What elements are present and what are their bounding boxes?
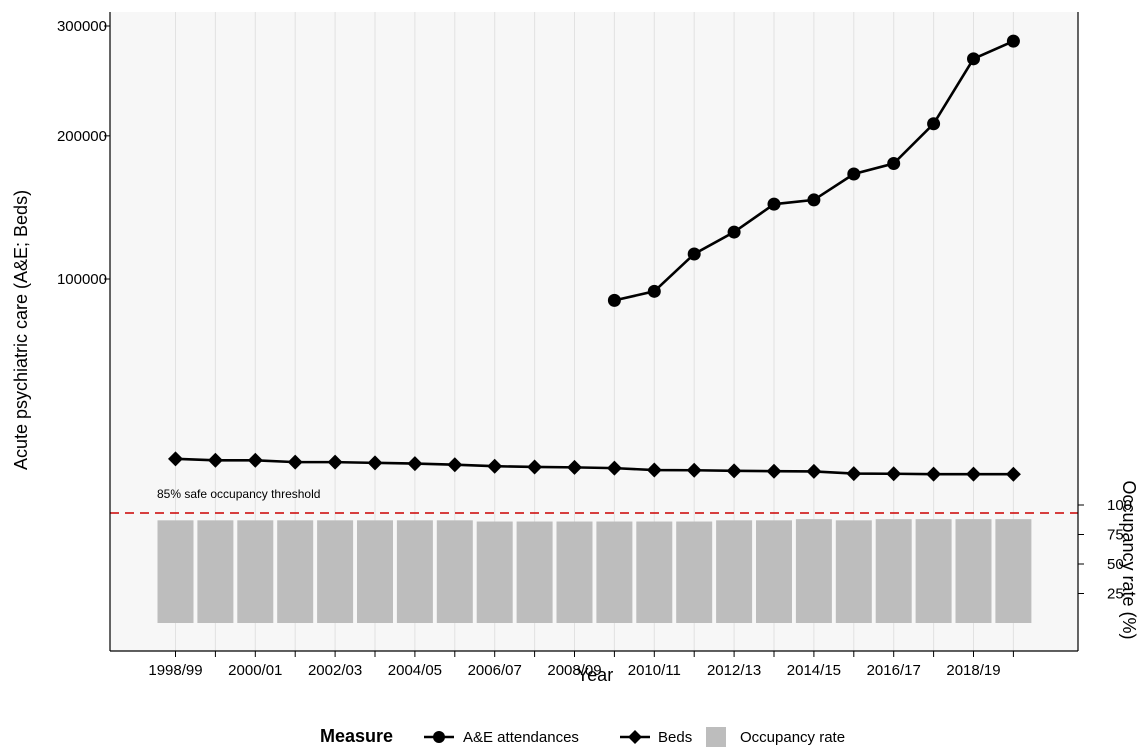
x-tick-label: 2016/17 <box>867 662 921 679</box>
occupancy-bar <box>556 521 593 623</box>
y-axis-title: Acute psychiatric care (A&E; Beds) <box>11 190 31 470</box>
beds-point <box>686 462 702 478</box>
beds-point <box>567 459 582 475</box>
occupancy-bar <box>277 520 314 623</box>
y-tick-label: 100000 <box>57 271 107 288</box>
occupancy-bar <box>197 520 234 623</box>
x-tick-label: 2004/05 <box>388 662 442 679</box>
occupancy-bar <box>716 520 753 623</box>
threshold-group: 85% safe occupancy threshold <box>110 487 1078 514</box>
ae-point <box>647 284 661 298</box>
beds-point <box>247 452 263 468</box>
ae-point <box>807 193 821 207</box>
occupancy-bar <box>516 521 553 623</box>
legend-label-beds: Beds <box>658 729 692 746</box>
beds-point <box>367 455 383 471</box>
ae-point <box>727 225 741 239</box>
ae-point <box>1006 34 1020 48</box>
occupancy-bar <box>157 520 194 623</box>
ae-point <box>767 197 781 211</box>
legend-swatch-occupancy <box>706 727 726 747</box>
beds-point <box>726 463 742 479</box>
x-tick-label: 2008/09 <box>547 662 601 679</box>
beds-point <box>926 466 942 482</box>
ae-point <box>967 52 980 66</box>
x-tick-label: 2014/15 <box>787 662 841 679</box>
beds-point <box>327 454 343 470</box>
tick-labels: 1998/99 2000/01 2002/03 2004/05 2006/07 2008/… <box>57 18 1132 679</box>
beds-point <box>487 458 503 474</box>
occupancy-bar <box>915 519 952 623</box>
beds-point <box>1005 466 1021 482</box>
ae-point <box>687 247 701 261</box>
occupancy-bar <box>357 520 393 623</box>
legend-marker-ae <box>433 731 445 743</box>
x-tick-label: 2018/19 <box>946 662 1000 679</box>
occupancy-bar <box>795 519 832 623</box>
occupancy-bar <box>756 520 792 623</box>
occupancy-bar <box>317 520 354 623</box>
y2-tick-label: 50 <box>1107 556 1124 573</box>
occupancy-bar <box>436 520 473 623</box>
occupancy-bar <box>875 519 912 623</box>
beds-point <box>168 451 183 467</box>
ae-point <box>847 167 861 181</box>
x-tick-label: 2012/13 <box>707 662 761 679</box>
beds-point <box>447 457 463 473</box>
beds-point <box>287 454 303 470</box>
legend: Measure A&E attendances Beds Occupancy rat… <box>320 726 845 747</box>
threshold-label: 85% safe occupancy threshold <box>157 487 320 501</box>
y-tick-label: 200000 <box>57 128 107 145</box>
legend-items: A&E attendances Beds Occupancy rate <box>424 727 845 747</box>
legend-label-occupancy: Occupancy rate <box>740 729 845 746</box>
x-tick-label: 2002/03 <box>308 662 362 679</box>
occupancy-bar <box>995 519 1032 623</box>
occupancy-bar <box>676 521 713 623</box>
x-tick-label: 2010/11 <box>628 662 681 679</box>
series-points <box>168 34 1021 482</box>
occupancy-bar <box>636 521 673 623</box>
y-tick-label: 300000 <box>57 18 107 35</box>
occupancy-bar <box>396 520 433 623</box>
beds-point <box>527 459 543 475</box>
x-axis-title: Year <box>577 665 613 685</box>
beds-point <box>886 466 902 482</box>
x-tick-label: 1998/99 <box>148 662 202 679</box>
beds-point <box>846 466 862 482</box>
occupancy-bar <box>237 520 274 623</box>
y2-tick-label: 100 <box>1107 497 1132 514</box>
legend-label-ae: A&E attendances <box>463 729 579 746</box>
beds-point <box>606 460 622 476</box>
occupancy-bar <box>835 520 872 623</box>
occupancy-bars <box>157 519 1032 623</box>
y2-axis-title: Occupancy rate (%) <box>1119 480 1138 639</box>
beds-point <box>207 452 223 468</box>
beds-point <box>766 463 782 479</box>
legend-title: Measure <box>320 726 393 746</box>
occupancy-bar <box>596 521 633 623</box>
ae-point <box>887 157 901 171</box>
occupancy-bar <box>955 519 992 623</box>
legend-marker-beds <box>628 730 642 744</box>
beds-point <box>806 463 822 479</box>
axes <box>104 12 1084 657</box>
y2-tick-label: 75 <box>1107 527 1124 544</box>
ae-point <box>607 293 621 307</box>
x-tick-label: 2000/01 <box>228 662 282 679</box>
beds-point <box>966 466 981 482</box>
occupancy-bar <box>476 521 513 623</box>
series-line-diamond <box>175 457 1014 476</box>
beds-point <box>407 456 423 472</box>
ae-point <box>927 117 941 131</box>
x-tick-label: 2006/07 <box>468 662 522 679</box>
beds-point <box>646 462 662 478</box>
y2-tick-label: 25 <box>1107 586 1124 603</box>
